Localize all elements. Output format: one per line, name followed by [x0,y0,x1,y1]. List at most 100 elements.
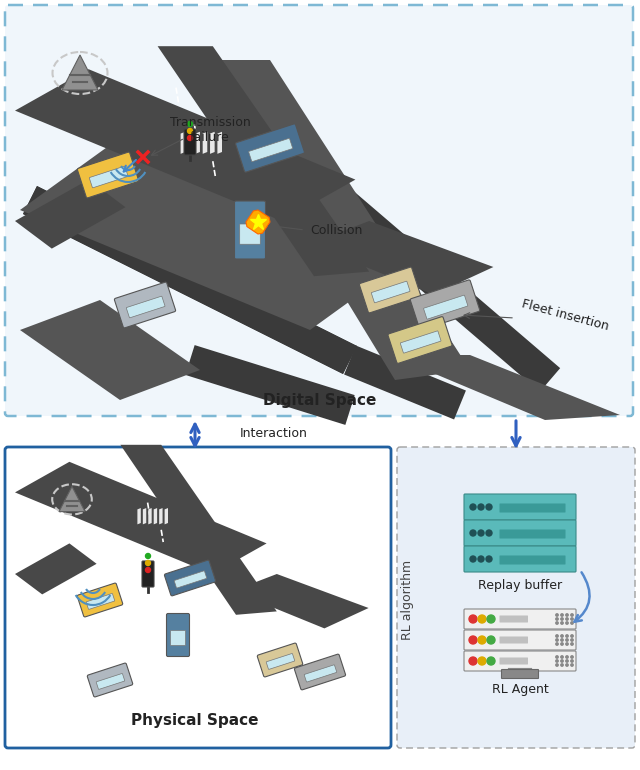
Circle shape [566,656,568,658]
FancyBboxPatch shape [499,658,528,665]
Text: Fleet insertion: Fleet insertion [520,297,610,333]
Circle shape [486,530,492,536]
Circle shape [571,634,573,638]
Polygon shape [159,508,163,524]
Circle shape [188,122,193,126]
FancyBboxPatch shape [499,637,528,644]
Circle shape [478,530,484,536]
Text: Digital Space: Digital Space [263,393,377,407]
FancyBboxPatch shape [174,571,207,588]
FancyBboxPatch shape [304,665,337,682]
Polygon shape [210,132,214,154]
Circle shape [561,660,563,662]
Text: Transmission
failure: Transmission failure [170,116,250,144]
Circle shape [561,656,563,658]
Polygon shape [62,55,98,90]
Polygon shape [15,179,125,249]
Polygon shape [20,300,200,400]
Circle shape [566,622,568,624]
FancyBboxPatch shape [126,296,165,318]
Text: Collision: Collision [310,223,362,236]
FancyBboxPatch shape [77,152,139,198]
FancyBboxPatch shape [502,669,538,678]
Text: Replay buffer: Replay buffer [478,578,562,591]
FancyBboxPatch shape [424,295,468,319]
Circle shape [561,643,563,645]
Polygon shape [154,508,157,524]
Polygon shape [15,69,355,221]
Polygon shape [203,132,207,154]
Text: Physical Space: Physical Space [131,712,259,728]
FancyBboxPatch shape [87,663,132,697]
Circle shape [188,136,193,140]
Polygon shape [157,46,369,276]
Circle shape [478,615,486,623]
Circle shape [478,657,486,665]
Circle shape [566,660,568,662]
Circle shape [556,614,558,616]
Circle shape [487,636,495,644]
FancyBboxPatch shape [410,280,480,330]
Polygon shape [148,508,152,524]
Circle shape [469,657,477,665]
Circle shape [571,618,573,620]
FancyBboxPatch shape [499,504,566,513]
Circle shape [486,556,492,562]
Circle shape [556,664,558,666]
Circle shape [470,504,476,510]
Polygon shape [164,508,168,524]
FancyBboxPatch shape [5,447,391,748]
Circle shape [566,634,568,638]
FancyBboxPatch shape [184,129,196,155]
FancyBboxPatch shape [257,643,303,677]
Polygon shape [390,355,620,420]
FancyBboxPatch shape [142,561,154,587]
Circle shape [145,554,150,558]
Polygon shape [180,132,185,154]
Circle shape [566,664,568,666]
Circle shape [571,660,573,662]
Circle shape [556,656,558,658]
FancyBboxPatch shape [266,654,294,669]
Circle shape [561,618,563,620]
Circle shape [478,636,486,644]
Circle shape [571,656,573,658]
Polygon shape [246,210,270,234]
FancyBboxPatch shape [464,520,576,546]
Polygon shape [218,132,222,154]
Circle shape [571,664,573,666]
Circle shape [478,504,484,510]
Circle shape [571,614,573,616]
Text: RL Agent: RL Agent [492,684,548,697]
Circle shape [566,618,568,620]
Circle shape [145,561,150,565]
FancyBboxPatch shape [388,316,452,363]
Polygon shape [15,462,267,574]
Polygon shape [200,60,470,380]
FancyBboxPatch shape [371,281,410,303]
Circle shape [571,622,573,624]
Polygon shape [20,145,400,330]
Polygon shape [15,544,97,594]
Polygon shape [309,221,493,295]
Circle shape [566,614,568,616]
Circle shape [188,129,193,133]
Circle shape [561,622,563,624]
FancyBboxPatch shape [90,166,128,188]
Circle shape [469,636,477,644]
FancyBboxPatch shape [464,651,576,671]
FancyBboxPatch shape [249,139,292,162]
FancyBboxPatch shape [166,614,189,657]
Circle shape [487,615,495,623]
Circle shape [556,639,558,641]
FancyBboxPatch shape [96,674,125,689]
Text: RL algorithm: RL algorithm [401,560,415,640]
Polygon shape [59,487,85,511]
Polygon shape [143,508,147,524]
Circle shape [556,634,558,638]
FancyBboxPatch shape [294,654,346,690]
Circle shape [556,618,558,620]
Circle shape [486,504,492,510]
Circle shape [561,664,563,666]
Text: Interaction: Interaction [240,427,308,440]
